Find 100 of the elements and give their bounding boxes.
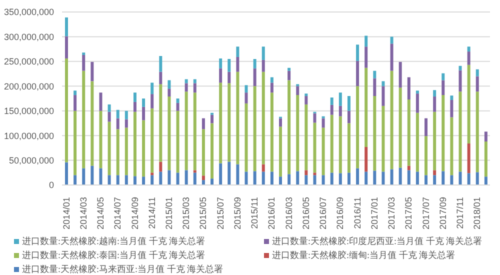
bar (193, 83, 196, 93)
bar (304, 96, 308, 104)
bar (382, 106, 385, 172)
bar (450, 117, 454, 176)
bar (467, 173, 470, 185)
bar (364, 172, 368, 185)
bar (416, 90, 419, 94)
bar (184, 92, 188, 170)
x-tick-label: 2017/07 (420, 197, 431, 230)
bar (407, 170, 410, 185)
bar (398, 62, 402, 88)
y-tick-label: 200,000,000 (4, 81, 54, 92)
bar (390, 169, 394, 185)
bar (382, 81, 385, 86)
bar (210, 123, 214, 179)
x-tick-label: 2014/07 (112, 197, 123, 230)
bar (288, 68, 291, 71)
bar (99, 92, 102, 111)
bar (288, 174, 291, 185)
bar (296, 86, 300, 96)
bar (133, 176, 136, 185)
x-tick-label: 2014/05 (96, 197, 106, 230)
bar (398, 168, 402, 185)
legend-label: 进口数量:天然橡胶:印度尼西亚:当月值 千克 海关总署 (271, 235, 484, 248)
bar (424, 136, 428, 176)
bar (390, 36, 394, 44)
bar (108, 122, 111, 176)
bar (313, 175, 316, 185)
bar (74, 110, 77, 176)
bar (210, 178, 214, 185)
bar (322, 128, 325, 176)
x-tick-label: 2017/05 (404, 197, 414, 230)
x-tick-label: 2016/09 (335, 197, 346, 230)
bar (176, 98, 180, 103)
bar (450, 175, 454, 185)
bar (364, 46, 368, 68)
bar (116, 110, 120, 118)
bar (433, 170, 436, 176)
x-tick-label: 2018/01 (472, 197, 482, 230)
bar (142, 176, 146, 185)
bar (159, 84, 162, 162)
bar (108, 104, 111, 112)
x-tick-label: 2016/07 (318, 197, 328, 230)
bar (442, 80, 445, 96)
bar (82, 55, 86, 71)
x-tick-label: 2017/11 (455, 197, 466, 229)
bar (433, 96, 436, 112)
bar (150, 108, 154, 173)
bar (74, 90, 77, 96)
bar (262, 164, 265, 172)
bar (133, 112, 136, 176)
bar (270, 77, 274, 83)
bar (116, 118, 120, 130)
bar (398, 88, 402, 168)
bar (373, 170, 376, 185)
bar (347, 172, 350, 185)
bar (424, 118, 428, 136)
x-tick-label: 2015/01 (164, 197, 174, 230)
bar (184, 170, 188, 185)
bar (347, 110, 350, 124)
bar (150, 175, 154, 185)
bar (476, 76, 479, 92)
bar (176, 110, 180, 173)
bar (304, 104, 308, 170)
bar (382, 86, 385, 106)
bar (116, 129, 120, 176)
bar (270, 172, 274, 185)
bar (133, 92, 136, 102)
bar (330, 98, 334, 105)
x-tick-label: 2015/05 (198, 197, 208, 230)
bar (193, 92, 196, 170)
bar (74, 175, 77, 185)
x-tick-label: 2014/01 (61, 197, 72, 230)
legend-label: 进口数量:天然橡胶:缅甸:当月值 千克 海关总署 (271, 249, 456, 262)
bar (373, 70, 376, 78)
y-tick-label: 50,000,000 (8, 155, 54, 166)
bar (64, 58, 68, 162)
y-tick-label: 250,000,000 (4, 56, 54, 67)
bar (407, 99, 410, 166)
bar (433, 90, 436, 97)
bar (458, 70, 462, 92)
bar (176, 172, 180, 185)
bar (142, 98, 146, 107)
bar (116, 175, 120, 185)
bar (64, 17, 68, 36)
bar (270, 92, 274, 172)
bar (159, 162, 162, 172)
bar (236, 56, 240, 72)
bar (458, 92, 462, 172)
bar (322, 175, 325, 185)
bar (364, 146, 368, 172)
bar (108, 175, 111, 185)
bar (373, 78, 376, 96)
bar (219, 82, 222, 164)
bar (476, 92, 479, 172)
bar (296, 95, 300, 172)
bar (99, 110, 102, 168)
bar (236, 46, 240, 57)
bar (390, 44, 394, 71)
bar (108, 112, 111, 122)
